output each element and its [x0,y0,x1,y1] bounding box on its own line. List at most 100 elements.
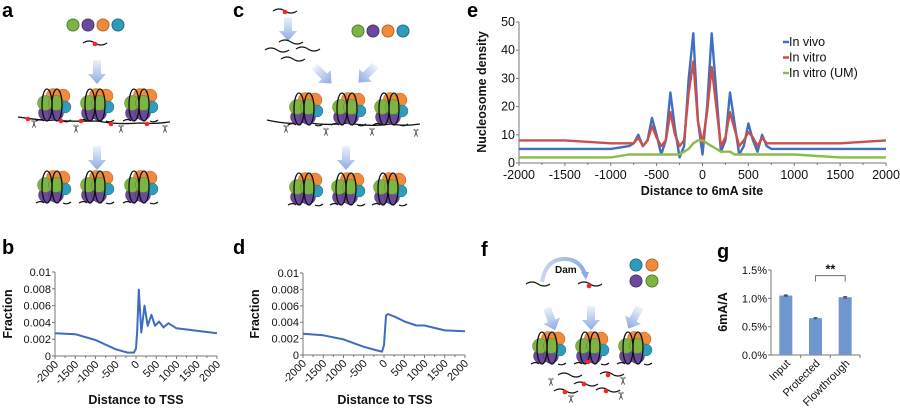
y-tick-label: 50 [501,15,515,29]
histone-octamer-icon [66,18,125,32]
nucleosome-icon [329,171,366,207]
y-tick-label: 0 [508,156,515,170]
x-tick-label: -500 [98,359,122,383]
legend-entry: In vitro [789,51,827,65]
arrow-icon [308,60,338,90]
arrow-icon [620,303,648,333]
dna-fragment-icon [557,372,583,378]
scissors-icon [614,391,627,401]
y-tick-label: 0.002 [23,334,51,346]
nucleosome-icon [78,87,115,123]
error-bar [783,294,788,297]
x-tick-label: 1000 [780,168,808,182]
x-axis-label: Distance to TSS [337,393,432,407]
x-tick-label: 1500 [177,359,203,385]
chart-b: 00.0020.0040.0060.0080.01Fraction-2000-1… [1,267,223,407]
nucleosome-icon [78,169,115,205]
methyl-mark-icon [603,388,609,394]
x-tick-label: 1000 [157,359,183,385]
y-tick-label: 0.0% [742,350,767,362]
arrow-icon [88,60,106,84]
y-tick-label: 30 [501,71,515,85]
y-axis-label: Fraction [248,289,262,338]
bar-protected [809,318,822,355]
histone-octamer-icon [351,24,410,38]
chart-g: 0.0%0.5%1.0%1.5%6mA/AInputProtectedFlowt… [716,263,861,409]
nucleosome-icon [330,91,367,127]
chart-d: 00.0020.0040.0060.0080.01Fraction-2000-1… [248,268,471,407]
y-tick-label: 1.5% [742,265,767,277]
scissors-icon [69,124,82,134]
x-tick-label: 0 [377,358,390,371]
x-tick-label: -500 [644,168,669,182]
panel-label-d: d [233,237,245,259]
y-axis-label: 6mA/A [716,292,730,332]
y-tick-label: 0.01 [278,268,299,280]
legend-entry: In vivo [789,35,825,49]
x-tick-label: -1500 [549,168,581,182]
panel-label-c: c [233,0,244,22]
methyl-mark-icon [605,372,611,378]
dna-fragment-icon [599,371,625,377]
bar-input [779,295,793,355]
nucleosome-icon [35,87,72,123]
nucleosome-icon [573,330,610,366]
histone-octamer-icon [629,258,659,288]
panel-label-a: a [2,0,14,22]
methyl-mark-icon [78,118,84,124]
charts-layer: 0 0.002 0.004 0.006 0.008 0.01 Fraction -2000 -1… [1,15,900,409]
y-tick-label: 0.006 [23,301,51,313]
arrow-icon [581,272,589,280]
nucleosome-icon [372,91,409,127]
x-tick-label: 1500 [826,168,854,182]
methyl-mark-icon [92,41,98,47]
diagram-f: Dam [525,256,659,404]
dna-fragment-icon [264,47,290,53]
dam-arc-arrow [540,256,587,283]
dna-fragment-icon [525,281,551,287]
arrow-icon [352,59,382,89]
significance-label: ** [825,263,835,277]
scissors-icon [319,127,332,137]
y-tick-label: 0.006 [271,301,299,313]
y-tick-label: 0.008 [23,284,51,296]
x-tick-label: 0 [699,168,706,182]
y-tick-label: 0 [45,351,51,363]
x-tick-label: 0 [129,359,142,372]
y-tick-label: 0.002 [271,334,299,346]
y-tick-label: 1.0% [742,293,767,305]
error-bar [843,295,848,299]
scissors-icon [564,394,577,404]
y-tick-label: 0.004 [23,317,51,329]
y-tick-label: 40 [501,43,515,57]
methyl-mark-icon [58,118,64,124]
y-tick-label: 0.5% [742,322,767,334]
dam-label: Dam [555,265,577,276]
panel-label-e: e [467,0,478,22]
y-tick-label: 20 [501,100,515,114]
x-axis-label: Distance to 6mA site [641,184,764,198]
x-tick-label: 2000 [445,358,471,384]
series-line-in-vitro-um- [519,139,886,159]
nucleosome-icon [35,169,72,205]
category-label: Input [767,358,793,384]
x-tick-label: 1000 [405,358,431,384]
series-line-in-vitro [519,60,887,148]
nucleosome-icon [122,87,159,123]
scissors-icon [27,119,40,129]
x-tick-label: -2000 [503,168,535,182]
dna-fragment-icon [295,46,321,52]
bar-flowthrough [838,297,852,355]
dna-fragment-icon [280,56,306,62]
nucleosome-icon [287,91,324,127]
series-line-d [302,313,466,353]
x-tick-label: 2000 [197,359,223,385]
methyl-mark-icon [586,283,592,289]
x-tick-label: -1000 [595,168,627,182]
dna-fragment-icon [278,39,304,45]
x-tick-label: -1000 [321,358,349,386]
arrow-icon [88,146,106,170]
y-axis-label: Fraction [1,289,15,338]
legend-entry: In vitro (UM) [789,66,858,80]
